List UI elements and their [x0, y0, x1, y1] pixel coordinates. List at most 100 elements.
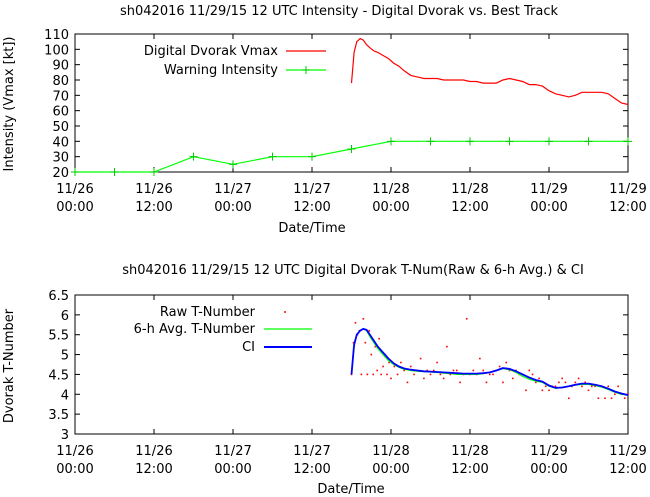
- x-tick-label-time: 00:00: [530, 200, 567, 215]
- x-tick-label-date: 11/29: [530, 444, 567, 459]
- raw-t-number-point: [482, 369, 484, 372]
- raw-t-number-point: [581, 385, 583, 388]
- raw-t-number-point: [508, 369, 511, 372]
- legend-ci: CI: [242, 340, 255, 355]
- raw-t-number-point: [459, 381, 461, 384]
- intensity-chart: sh042016 11/29/15 12 UTC Intensity - Dig…: [2, 4, 647, 236]
- raw-t-number-point: [528, 369, 531, 372]
- raw-t-number-point: [498, 365, 501, 368]
- warning-intensity-point: [387, 137, 395, 146]
- raw-t-number-point: [548, 389, 550, 392]
- warning-intensity-point: [545, 137, 553, 146]
- x-tick-label-time: 12:00: [609, 462, 646, 477]
- x-tick-label-date: 11/26: [135, 182, 172, 197]
- raw-t-number-point: [623, 397, 626, 400]
- raw-t-number-point: [538, 377, 540, 380]
- raw-t-number-point: [354, 322, 357, 324]
- warning-intensity-point: [189, 152, 198, 161]
- x-tick-label-date: 11/28: [372, 182, 409, 197]
- raw-t-number-point: [511, 377, 514, 380]
- raw-t-number-point: [597, 397, 600, 400]
- x-tick-label-time: 12:00: [135, 462, 172, 477]
- y-tick-label: 3.5: [48, 408, 69, 423]
- raw-t-number-point: [362, 318, 365, 320]
- raw-t-number-point: [388, 361, 390, 364]
- raw-t-number-point: [531, 373, 534, 376]
- raw-t-number-point: [372, 373, 375, 376]
- x-tick-label-date: 11/29: [609, 444, 646, 459]
- raw-t-number-point: [393, 365, 396, 368]
- y-tick-label: 100: [44, 43, 69, 58]
- raw-t-number-point: [456, 369, 458, 372]
- raw-t-number-point: [485, 381, 488, 384]
- chart2-x-ticks: 11/26 00:00 11/26 12:00 11/27 00:00 11/27 12:00…: [56, 295, 647, 477]
- warning-intensity-point: [426, 137, 435, 146]
- raw-t-number-point: [360, 373, 363, 376]
- raw-t-number-point: [617, 385, 619, 388]
- x-tick-label-date: 11/26: [56, 444, 93, 459]
- legend-warning-intensity-marker: [302, 66, 310, 74]
- y-tick-label: 6: [61, 309, 69, 324]
- y-tick-label: 110: [44, 28, 69, 43]
- raw-t-number-point: [378, 337, 380, 340]
- warning-intensity-point: [150, 168, 158, 176]
- raw-t-number-point: [364, 341, 367, 344]
- x-tick-label-time: 00:00: [214, 462, 251, 477]
- warning-intensity-point: [71, 168, 79, 176]
- raw-t-number-point: [561, 377, 563, 380]
- x-tick-label-time: 00:00: [214, 200, 251, 215]
- raw-t-number-point: [535, 381, 537, 384]
- raw-t-number-point: [567, 397, 570, 400]
- raw-t-number-point: [390, 377, 392, 380]
- raw-t-number-point: [492, 373, 494, 376]
- warning-intensity-point: [466, 137, 474, 146]
- y-tick-label: 5.5: [48, 329, 69, 344]
- raw-t-number-point: [409, 365, 412, 368]
- raw-t-number-point: [525, 389, 527, 392]
- y-tick-label: 40: [52, 135, 69, 150]
- raw-t-number-point: [488, 373, 491, 376]
- x-tick-label-time: 00:00: [372, 462, 409, 477]
- raw-t-number-point: [590, 385, 593, 388]
- legend-6h-avg-t-number: 6-h Avg. T-Number: [134, 322, 256, 337]
- legend-raw-t-number: Raw T-Number: [160, 305, 256, 320]
- chart1-title: sh042016 11/29/15 12 UTC Intensity - Dig…: [120, 4, 558, 19]
- raw-t-number-point: [432, 369, 435, 372]
- raw-t-number-point: [587, 389, 590, 392]
- raw-t-number-point: [446, 345, 448, 348]
- y-tick-label: 70: [52, 89, 69, 104]
- x-tick-label-time: 12:00: [451, 200, 488, 215]
- x-tick-label-time: 00:00: [56, 462, 93, 477]
- raw-t-number-point: [368, 329, 371, 332]
- chart1-y-axis-label: Intensity (Vmax [kt]): [2, 37, 17, 172]
- x-tick-label-date: 11/27: [214, 182, 251, 197]
- raw-t-number-point: [382, 365, 384, 368]
- y-tick-label: 30: [52, 151, 69, 166]
- raw-t-number-point: [449, 373, 452, 376]
- x-tick-label-date: 11/26: [56, 182, 93, 197]
- raw-t-number-point: [376, 369, 378, 372]
- x-tick-label-date: 11/27: [293, 182, 330, 197]
- chart1-series-layer: [71, 37, 632, 176]
- x-tick-label-date: 11/28: [451, 182, 488, 197]
- x-tick-label-date: 11/27: [293, 444, 330, 459]
- raw-t-number-point: [564, 381, 567, 384]
- chart1-x-axis-label: Date/Time: [278, 221, 345, 236]
- warning-intensity-point: [624, 137, 632, 146]
- digital-dvorak-vmax-line: [350, 37, 629, 106]
- chart1-legend: Digital Dvorak Vmax Warning Intensity: [144, 44, 326, 78]
- raw-t-number-point: [426, 369, 429, 372]
- t-number-chart: sh042016 11/29/15 12 UTC Digital Dvorak …: [2, 263, 647, 497]
- raw-t-number-point: [370, 353, 373, 356]
- chart2-plot-frame: [74, 294, 629, 435]
- x-tick-label-time: 12:00: [451, 462, 488, 477]
- x-tick-label-date: 11/27: [214, 444, 251, 459]
- raw-t-number-point: [544, 385, 547, 388]
- warning-intensity-point: [347, 145, 356, 153]
- legend-raw-t-number-marker: [284, 311, 286, 313]
- raw-t-number-point: [423, 377, 425, 380]
- raw-t-number-point: [505, 361, 508, 364]
- raw-t-number-point: [614, 393, 616, 396]
